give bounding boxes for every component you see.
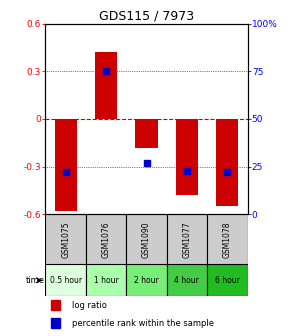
Text: 1 hour: 1 hour	[94, 276, 118, 285]
Bar	[126, 214, 167, 264]
Bar	[45, 264, 86, 296]
Bar	[95, 52, 117, 119]
Text: GSM1078: GSM1078	[223, 221, 232, 258]
Text: GSM1090: GSM1090	[142, 221, 151, 258]
Text: 6 hour: 6 hour	[215, 276, 240, 285]
Text: 0.5 hour: 0.5 hour	[50, 276, 82, 285]
Text: time: time	[25, 276, 45, 285]
Bar	[167, 264, 207, 296]
Bar	[45, 214, 86, 264]
Bar	[176, 119, 198, 195]
Bar	[207, 214, 248, 264]
Bar	[167, 214, 207, 264]
Bar	[207, 264, 248, 296]
Bar	[135, 119, 158, 148]
Bar	[52, 300, 60, 310]
Bar	[54, 119, 77, 211]
Text: 4 hour: 4 hour	[175, 276, 199, 285]
Text: 2 hour: 2 hour	[134, 276, 159, 285]
Text: log ratio: log ratio	[72, 300, 107, 309]
Title: GDS115 / 7973: GDS115 / 7973	[99, 9, 194, 23]
Bar	[126, 264, 167, 296]
Bar	[86, 264, 126, 296]
Bar	[86, 214, 126, 264]
Text: percentile rank within the sample: percentile rank within the sample	[72, 319, 214, 328]
Text: GSM1075: GSM1075	[61, 221, 70, 258]
Text: GSM1076: GSM1076	[102, 221, 110, 258]
Bar	[52, 318, 60, 328]
Text: GSM1077: GSM1077	[183, 221, 191, 258]
Bar	[216, 119, 239, 207]
